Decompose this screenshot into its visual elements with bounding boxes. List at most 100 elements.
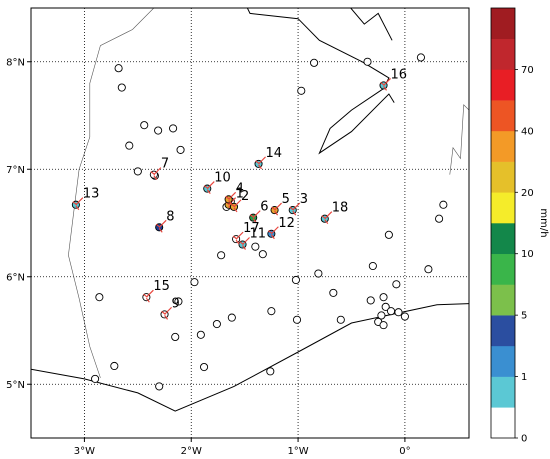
colorbar-segment: [491, 223, 515, 255]
station-12-arrow-barb: [268, 230, 273, 235]
station-7-arrow: [150, 167, 162, 180]
station-4-arrow-line: [228, 191, 237, 200]
station-6-arrow: [249, 210, 261, 223]
station-18-arrow-line: [324, 211, 333, 220]
colorbar-segment: [491, 100, 515, 132]
station-marker: [91, 374, 100, 383]
station-17-arrow: [232, 231, 244, 245]
eastern-border: [449, 104, 469, 175]
station-17-arrow-barb: [235, 239, 240, 245]
axis-ticks: 3°W 2°W 1°W 0° 5°N 6°N 7°N 8°N: [6, 57, 410, 457]
station-marker: [314, 269, 323, 278]
station-16-arrow: [380, 77, 391, 91]
station-marker: [154, 126, 163, 135]
station-2-label: 2: [241, 189, 249, 204]
station-17-label: 17: [243, 221, 260, 236]
x-tick-label: 1°W: [287, 446, 308, 457]
map-background: [31, 8, 469, 438]
station-8-arrow: [155, 219, 167, 233]
station-10-arrow-barb: [206, 189, 211, 194]
station-marker: [377, 311, 386, 320]
station-10-arrow: [203, 181, 215, 194]
station-marker: [95, 293, 104, 302]
station-1-label: 1: [236, 187, 244, 202]
station-13-arrow-barb: [72, 201, 78, 206]
station-14-arrow-barb: [258, 164, 263, 170]
station-7-arrow-line: [153, 167, 162, 176]
station-marker: [212, 319, 221, 329]
station-marker: [266, 367, 275, 376]
station-11-arrow-line: [242, 237, 250, 245]
colorbar-tick-label: 70: [521, 65, 534, 76]
colorbar: 0 1 5 10 20 40 70 mm/h: [490, 7, 549, 445]
station-marker: [439, 200, 448, 209]
station-marker: [217, 251, 226, 260]
station-marker: [379, 293, 388, 302]
colorbar-segment: [491, 192, 515, 224]
colorbar-segment: [491, 315, 515, 347]
colorbar-segment: [491, 376, 515, 408]
colorbar-segment: [491, 69, 515, 101]
station-marker: [140, 121, 149, 130]
station-7-label: 7: [161, 157, 169, 172]
colorbar-tick-label: 40: [521, 126, 534, 137]
station-4-label: 4: [236, 181, 244, 196]
station-17-arrow-barb: [232, 235, 238, 240]
station-3-arrow-barb: [292, 210, 297, 216]
station-6-arrow-barb: [252, 218, 257, 223]
station-marker: [384, 230, 393, 239]
station-marker: [379, 321, 388, 330]
graticule: [31, 8, 469, 438]
station-marker: [400, 312, 409, 321]
station-marker: [174, 297, 183, 306]
station-marker: [114, 64, 123, 73]
station-18-arrow-barb: [324, 219, 329, 225]
station-3-arrow: [289, 202, 301, 216]
station-18-arrow: [321, 211, 333, 225]
colorbar-segment: [491, 345, 515, 377]
colorbar-segment: [491, 8, 515, 40]
station-12-arrow: [268, 226, 279, 240]
station-3-label: 3: [300, 192, 308, 207]
station-marker: [368, 261, 377, 271]
station-9-arrow-line: [164, 306, 172, 315]
station-3-arrow-line: [292, 202, 301, 211]
station-8-arrow-line: [158, 219, 167, 228]
station-3-arrow-barb: [289, 206, 295, 211]
colorbar-segment: [491, 130, 515, 162]
station-marker: [176, 145, 185, 154]
colorbar-tick-label: 20: [521, 188, 534, 199]
y-tick-label: 6°N: [6, 272, 25, 283]
station-10-arrow-barb: [203, 185, 209, 190]
station-marker: [363, 57, 372, 66]
station-11-arrow-barb: [239, 241, 244, 245]
station-marker: [169, 124, 178, 133]
station-15-arrow-barb: [143, 293, 148, 298]
x-tick-label: 2°W: [181, 446, 202, 457]
station-15-arrow-line: [145, 289, 154, 298]
station-5-arrow-line: [274, 202, 282, 211]
y-tick-label: 5°N: [6, 380, 25, 391]
station-11-arrow: [239, 237, 250, 250]
station-18-arrow-barb: [321, 215, 327, 220]
station-4-arrow-barb: [225, 195, 230, 200]
lake-volta-branch: [350, 8, 393, 41]
station-8-arrow-barb: [155, 223, 161, 228]
station-14-arrow: [255, 156, 266, 170]
station-marker: [251, 242, 260, 251]
station-9-label: 9: [172, 296, 180, 311]
station-5-arrow-barb: [271, 206, 276, 211]
station-5-arrow: [271, 202, 282, 216]
y-tick-label: 8°N: [6, 57, 25, 68]
station-marker: [297, 86, 306, 95]
station-marker: [133, 167, 142, 176]
station-marker: [125, 141, 134, 150]
station-16-arrow-line: [383, 77, 391, 86]
station-16-label: 16: [391, 67, 408, 82]
station-marker: [424, 265, 433, 274]
y-tick-label: 7°N: [6, 165, 25, 176]
coastline: [31, 303, 469, 412]
station-marker: [110, 361, 119, 371]
